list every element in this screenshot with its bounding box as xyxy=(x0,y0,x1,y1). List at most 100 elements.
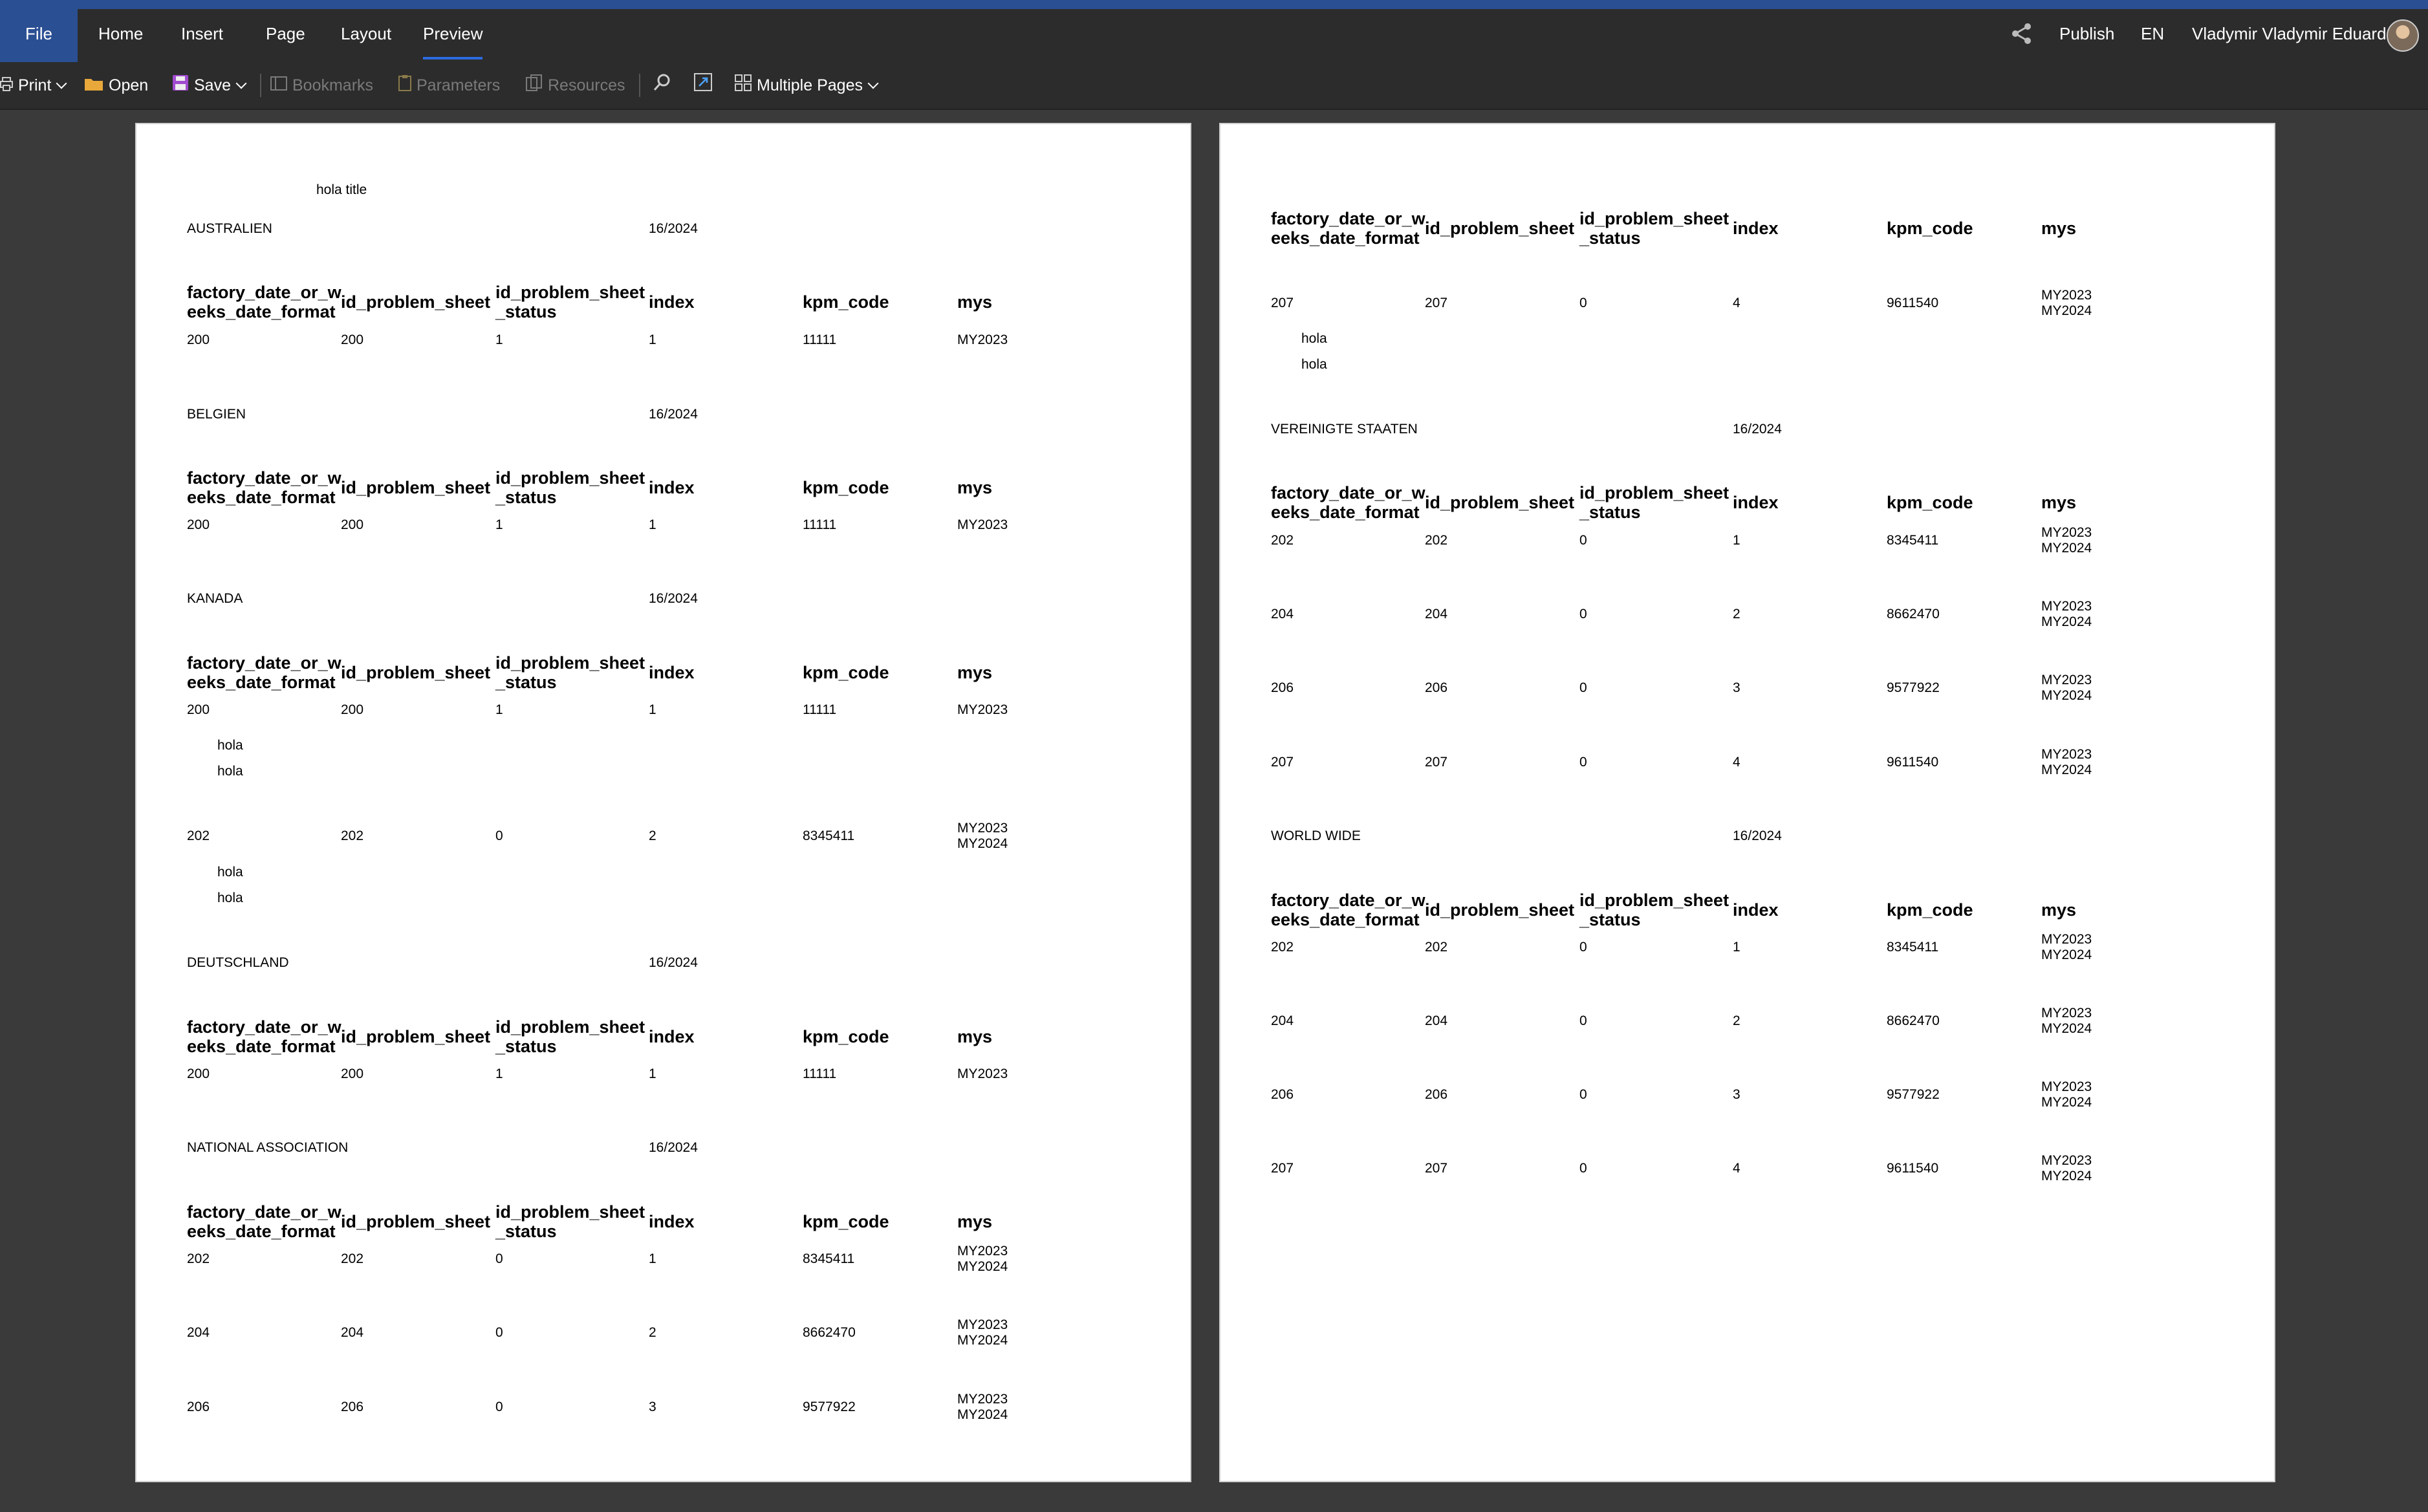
chevron-down-icon xyxy=(867,78,879,89)
cell: 1 xyxy=(649,517,656,532)
publish-button[interactable]: Publish xyxy=(2059,24,2115,43)
cell: 200 xyxy=(341,517,364,532)
cell: 202 xyxy=(1271,940,1294,955)
report-page-2: factory_date_or_w eeks_date_format id_pro… xyxy=(1219,123,2275,1482)
open-label: Open xyxy=(109,76,149,94)
cell: 204 xyxy=(1425,607,1448,621)
print-label: Print xyxy=(18,76,52,94)
fullscreen-button[interactable] xyxy=(694,62,717,109)
cell: 1 xyxy=(649,702,656,717)
cell: MY2023 xyxy=(957,1066,1008,1081)
column-header: mys xyxy=(957,478,993,497)
cell: 204 xyxy=(187,1325,210,1340)
toolbar-divider xyxy=(260,74,261,97)
share-icon[interactable] xyxy=(2010,9,2036,62)
search-button[interactable] xyxy=(653,62,677,109)
column-header: kpm_code xyxy=(803,1212,889,1231)
print-button[interactable]: Print xyxy=(0,62,67,109)
cell: 200 xyxy=(187,702,210,717)
save-button[interactable]: Save xyxy=(172,62,247,109)
column-header: index xyxy=(649,478,695,497)
column-header: index xyxy=(1733,219,1779,238)
cell: 2 xyxy=(649,828,656,843)
menu-file[interactable]: File xyxy=(0,9,78,62)
chevron-down-icon xyxy=(235,78,247,89)
cell: 200 xyxy=(187,1066,210,1081)
cell: 200 xyxy=(341,332,364,347)
menu-preview[interactable]: Preview xyxy=(423,9,483,62)
cell: 204 xyxy=(1271,607,1294,621)
column-header: mys xyxy=(2041,493,2077,512)
group-title: BELGIEN xyxy=(187,407,246,422)
column-header: factory_date_or_w eeks_date_format xyxy=(1271,209,1425,248)
cell: MY2023 MY2024 xyxy=(2041,673,2092,703)
cell: 1 xyxy=(649,332,656,347)
parameters-button[interactable]: Parameters xyxy=(398,62,500,109)
group-title: AUSTRALIEN xyxy=(187,221,272,236)
cell: MY2023 MY2024 xyxy=(2041,599,2092,629)
column-header: index xyxy=(1733,900,1779,920)
menu-layout[interactable]: Layout xyxy=(341,24,392,43)
cell: 8345411 xyxy=(1887,940,1939,955)
expand-icon xyxy=(694,63,712,109)
save-label: Save xyxy=(194,76,231,94)
cell: 0 xyxy=(1579,296,1587,310)
save-icon xyxy=(172,63,189,109)
report-page-1: hola title AUSTRALIEN 16/2024 factory_da… xyxy=(135,123,1191,1482)
menu-insert[interactable]: Insert xyxy=(181,24,224,43)
cell: 204 xyxy=(1271,1013,1294,1028)
cell: 2 xyxy=(1733,1013,1740,1028)
column-header: id_problem_sheet _status xyxy=(495,653,645,692)
bookmarks-button[interactable]: Bookmarks xyxy=(270,62,373,109)
cell: 0 xyxy=(1579,940,1587,955)
resources-icon xyxy=(526,63,543,109)
cell: 0 xyxy=(1579,680,1587,695)
language-button[interactable]: EN xyxy=(2141,24,2165,43)
column-header: id_problem_sheet xyxy=(341,1212,491,1231)
user-name[interactable]: Vladymir Vladymir Eduardo xyxy=(2192,24,2396,43)
column-header: index xyxy=(649,1027,695,1046)
cell: 0 xyxy=(495,1399,503,1414)
column-header: id_problem_sheet _status xyxy=(495,1017,645,1056)
cell: 9577922 xyxy=(1887,1087,1940,1102)
cell: 207 xyxy=(1425,755,1448,770)
column-header: id_problem_sheet xyxy=(341,292,491,312)
group-date: 16/2024 xyxy=(649,1140,698,1155)
cell: 1 xyxy=(649,1251,656,1266)
multiple-pages-dropdown[interactable]: Multiple Pages xyxy=(735,62,879,109)
cell: 200 xyxy=(187,332,210,347)
cell: 8345411 xyxy=(803,1251,855,1266)
search-icon xyxy=(653,63,671,109)
cell: 0 xyxy=(495,1325,503,1340)
column-header: mys xyxy=(957,1027,993,1046)
group-date: 16/2024 xyxy=(1733,828,1782,843)
cell: MY2023 MY2024 xyxy=(2041,288,2092,318)
column-header: kpm_code xyxy=(1887,900,1973,920)
column-header: mys xyxy=(957,292,993,312)
cell: 9577922 xyxy=(1887,680,1940,695)
column-header: kpm_code xyxy=(803,1027,889,1046)
cell: 1 xyxy=(495,1066,503,1081)
cell: 0 xyxy=(1579,607,1587,621)
group-title: WORLD WIDE xyxy=(1271,828,1361,843)
cell: MY2023 MY2024 xyxy=(957,1317,1008,1348)
cell: 204 xyxy=(341,1325,364,1340)
menu-page[interactable]: Page xyxy=(266,24,305,43)
cell: MY2023 MY2024 xyxy=(2041,1079,2092,1110)
note: hola xyxy=(217,865,243,880)
cell: MY2023 xyxy=(957,332,1008,347)
resources-button[interactable]: Resources xyxy=(526,62,625,109)
column-header: id_problem_sheet xyxy=(341,663,491,682)
printer-icon xyxy=(0,63,13,109)
cell: 202 xyxy=(341,1251,364,1266)
cell: 8662470 xyxy=(803,1325,856,1340)
avatar[interactable] xyxy=(2387,19,2419,52)
column-header: kpm_code xyxy=(1887,493,1973,512)
open-button[interactable]: Open xyxy=(84,62,148,109)
cell: 4 xyxy=(1733,755,1740,770)
cell: 207 xyxy=(1271,755,1294,770)
cell: 8345411 xyxy=(1887,533,1939,548)
column-header: factory_date_or_w eeks_date_format xyxy=(187,653,341,692)
menu-home[interactable]: Home xyxy=(98,24,144,43)
cell: MY2023 xyxy=(957,517,1008,532)
